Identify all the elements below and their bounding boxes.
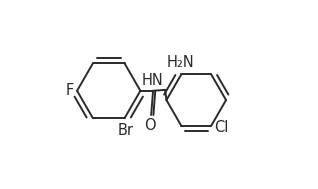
Text: Br: Br [117,123,134,138]
Text: O: O [144,118,156,133]
Text: Cl: Cl [215,120,229,135]
Text: HN: HN [142,73,164,88]
Text: F: F [66,83,74,98]
Text: H₂N: H₂N [167,55,194,70]
